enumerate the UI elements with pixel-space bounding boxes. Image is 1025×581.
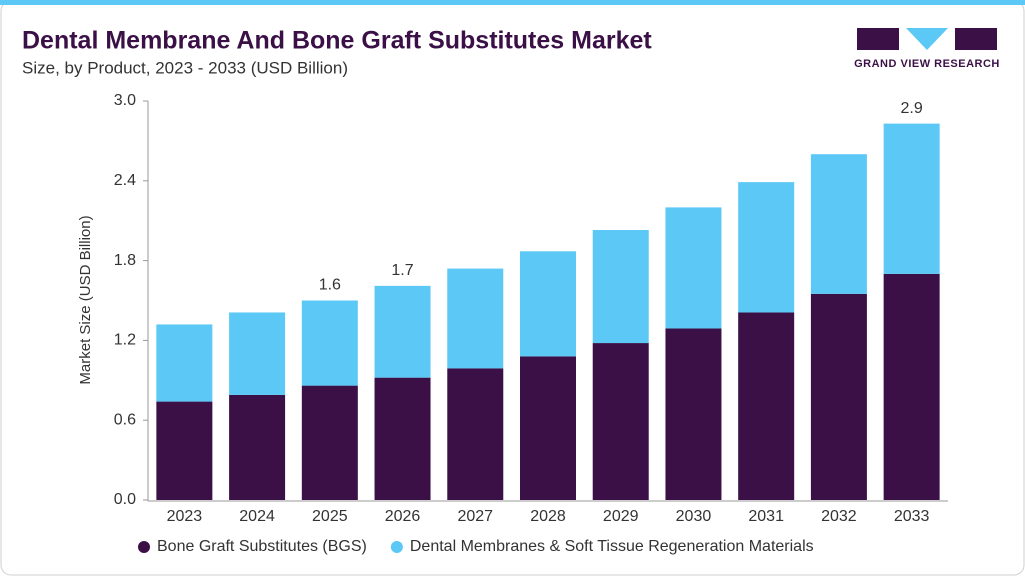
bar-segment bbox=[229, 394, 286, 500]
x-tick-label: 2029 bbox=[603, 508, 639, 525]
bar-segment bbox=[520, 251, 576, 357]
logo-block bbox=[955, 28, 997, 50]
x-tick-label: 2030 bbox=[676, 508, 712, 525]
y-tick-label: 3.0 bbox=[114, 92, 136, 109]
bar-segment bbox=[156, 401, 213, 500]
bar-segment bbox=[810, 154, 867, 294]
bar-segment bbox=[520, 356, 576, 500]
bar-segment bbox=[301, 385, 358, 500]
bar-segment bbox=[592, 343, 649, 500]
total-label: 1.7 bbox=[391, 262, 413, 279]
y-tick-label: 0.0 bbox=[114, 491, 136, 508]
legend-label: Dental Membranes & Soft Tissue Regenerat… bbox=[410, 538, 814, 555]
bar-segment bbox=[156, 324, 213, 402]
x-tick-label: 2024 bbox=[239, 508, 275, 525]
x-tick-label: 2026 bbox=[385, 508, 421, 525]
x-tick-label: 2025 bbox=[312, 508, 348, 525]
legend-label: Bone Graft Substitutes (BGS) bbox=[157, 538, 367, 555]
logo-block bbox=[906, 28, 948, 50]
x-tick-label: 2027 bbox=[457, 508, 493, 525]
bar-segment bbox=[229, 312, 286, 395]
y-tick-label: 1.8 bbox=[114, 252, 136, 269]
y-axis-title: Market Size (USD Billion) bbox=[77, 215, 94, 384]
logo-block bbox=[857, 28, 899, 50]
legend-marker bbox=[138, 541, 150, 553]
brand: GRAND VIEW RESEARCH bbox=[854, 58, 1000, 70]
y-tick-label: 2.4 bbox=[114, 172, 136, 189]
x-tick-label: 2032 bbox=[821, 508, 857, 525]
top-stripe bbox=[0, 0, 1025, 5]
x-tick-label: 2031 bbox=[748, 508, 784, 525]
bar-segment bbox=[883, 273, 940, 500]
bar-segment bbox=[374, 285, 431, 378]
chart-title: Dental Membrane And Bone Graft Substitut… bbox=[22, 27, 652, 55]
bar-segment bbox=[447, 368, 504, 500]
y-tick-label: 1.2 bbox=[114, 332, 136, 349]
bar-segment bbox=[665, 207, 722, 329]
x-tick-label: 2028 bbox=[530, 508, 566, 525]
bar-segment bbox=[301, 300, 358, 386]
logo: GRAND VIEW RESEARCH bbox=[854, 28, 1000, 70]
x-tick-label: 2023 bbox=[167, 508, 203, 525]
bar-segment bbox=[810, 293, 867, 500]
bar-segment bbox=[447, 268, 504, 369]
total-label: 2.9 bbox=[901, 100, 923, 117]
bar-segment bbox=[738, 182, 795, 313]
y-tick-label: 0.6 bbox=[114, 411, 136, 428]
bar-segment bbox=[592, 230, 649, 344]
legend: Bone Graft Substitutes (BGS) Dental Membr… bbox=[138, 538, 814, 555]
legend-marker bbox=[390, 541, 403, 553]
bar-segment bbox=[665, 328, 722, 500]
chart-subtitle: Size, by Product, 2023 - 2033 (USD Billi… bbox=[22, 58, 348, 77]
total-label: 1.6 bbox=[319, 277, 341, 294]
bar-segment bbox=[374, 377, 431, 500]
x-tick-label: 2033 bbox=[894, 508, 930, 525]
bar-segment bbox=[883, 123, 940, 274]
bar-segment bbox=[738, 312, 795, 500]
